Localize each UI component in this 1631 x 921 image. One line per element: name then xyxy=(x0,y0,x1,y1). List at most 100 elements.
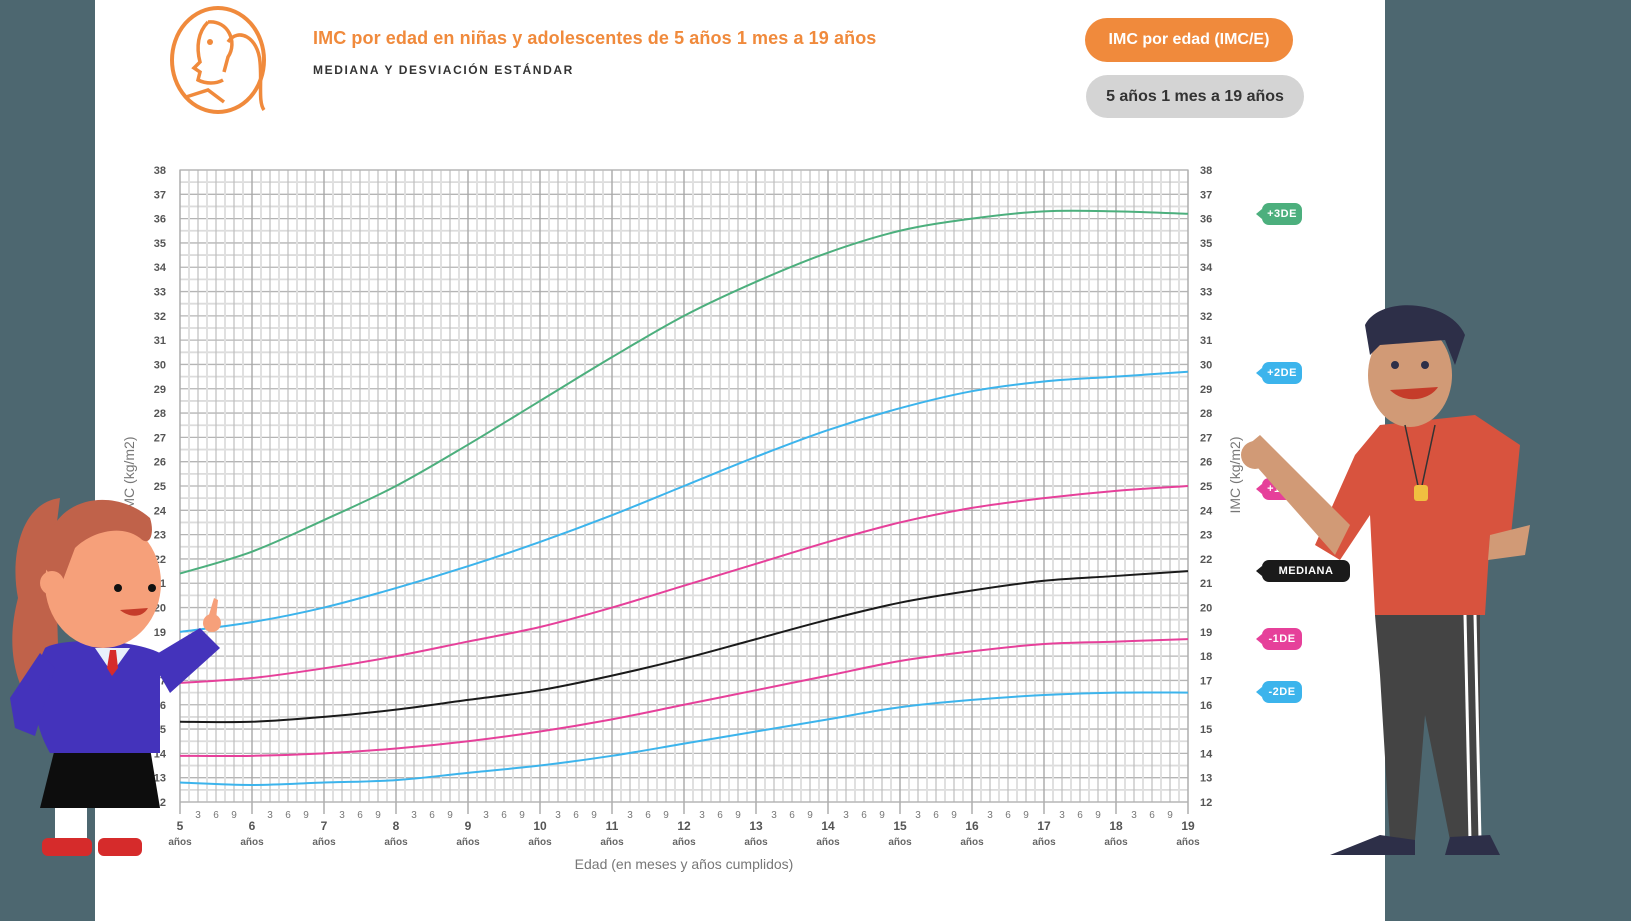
y-tick-right: 34 xyxy=(1200,262,1213,274)
x-tick-month: 3 xyxy=(987,810,993,821)
x-tick-month: 3 xyxy=(843,810,849,821)
x-tick-month: 3 xyxy=(411,810,417,821)
x-tick-month: 3 xyxy=(195,810,201,821)
x-tick-unit: años xyxy=(456,837,480,848)
y-tick-right: 16 xyxy=(1200,700,1212,712)
y-tick-left: 32 xyxy=(154,311,166,323)
x-tick-month: 6 xyxy=(861,810,867,821)
x-tick-month: 6 xyxy=(285,810,291,821)
tag-2de: +2DE xyxy=(1256,362,1302,384)
y-tick-right: 37 xyxy=(1200,189,1212,201)
x-tick-year: 5 xyxy=(177,819,184,833)
x-tick-month: 3 xyxy=(555,810,561,821)
y-axis-label-left: IMC (kg/m2) xyxy=(121,437,137,514)
y-tick-left: 27 xyxy=(154,432,166,444)
y-tick-right: 18 xyxy=(1200,651,1212,663)
x-tick-month: 6 xyxy=(213,810,219,821)
x-tick-month: 9 xyxy=(663,810,669,821)
x-tick-month: 3 xyxy=(339,810,345,821)
y-tick-right: 20 xyxy=(1200,603,1212,615)
y-tick-right: 14 xyxy=(1200,748,1213,760)
y-tick-left: 28 xyxy=(154,408,166,420)
x-tick-unit: años xyxy=(888,837,912,848)
x-tick-month: 3 xyxy=(267,810,273,821)
x-tick-year: 19 xyxy=(1181,819,1195,833)
age-range-badge: 5 años 1 mes a 19 años xyxy=(1086,75,1304,118)
x-tick-month: 9 xyxy=(231,810,237,821)
x-tick-month: 9 xyxy=(375,810,381,821)
tag-2de: -2DE xyxy=(1256,681,1302,703)
x-tick-year: 17 xyxy=(1037,819,1051,833)
x-tick-year: 15 xyxy=(893,819,907,833)
x-tick-month: 6 xyxy=(645,810,651,821)
x-tick-unit: años xyxy=(600,837,624,848)
y-tick-left: 24 xyxy=(154,505,167,517)
y-tick-left: 37 xyxy=(154,189,166,201)
x-tick-month: 9 xyxy=(447,810,453,821)
y-tick-right: 19 xyxy=(1200,627,1212,639)
y-tick-left: 34 xyxy=(154,262,167,274)
y-tick-right: 26 xyxy=(1200,457,1212,469)
x-tick-year: 18 xyxy=(1109,819,1123,833)
y-tick-right: 35 xyxy=(1200,238,1212,250)
x-tick-month: 3 xyxy=(1059,810,1065,821)
y-tick-right: 13 xyxy=(1200,773,1212,785)
y-tick-right: 31 xyxy=(1200,335,1212,347)
x-tick-unit: años xyxy=(384,837,408,848)
y-tick-right: 32 xyxy=(1200,311,1212,323)
y-tick-left: 29 xyxy=(154,384,166,396)
x-tick-unit: años xyxy=(744,837,768,848)
x-tick-month: 6 xyxy=(1149,810,1155,821)
boy-character-illustration xyxy=(1241,305,1530,855)
y-axis-label-right: IMC (kg/m2) xyxy=(1227,437,1243,514)
curve--1de xyxy=(179,485,1189,684)
x-tick-month: 9 xyxy=(1167,810,1173,821)
curve--3de xyxy=(179,209,1189,575)
x-axis-label: Edad (en meses y años cumplidos) xyxy=(575,856,794,872)
y-tick-left: 35 xyxy=(154,238,166,250)
x-tick-month: 9 xyxy=(591,810,597,821)
x-tick-year: 8 xyxy=(393,819,400,833)
tag-mediana: MEDIANA xyxy=(1256,560,1350,582)
indicator-badge: IMC por edad (IMC/E) xyxy=(1085,18,1293,62)
tag-3de: +3DE xyxy=(1256,203,1302,225)
x-tick-month: 6 xyxy=(933,810,939,821)
curve--2de xyxy=(179,370,1189,633)
x-tick-month: 3 xyxy=(771,810,777,821)
x-tick-unit: años xyxy=(312,837,336,848)
y-tick-right: 23 xyxy=(1200,530,1212,542)
x-tick-unit: años xyxy=(168,837,192,848)
curve-mediana xyxy=(179,570,1189,724)
y-tick-right: 38 xyxy=(1200,165,1212,177)
page-subtitle: MEDIANA Y DESVIACIÓN ESTÁNDAR xyxy=(313,63,574,77)
x-tick-year: 16 xyxy=(965,819,979,833)
page-title: IMC por edad en niñas y adolescentes de … xyxy=(313,28,877,48)
x-tick-month: 9 xyxy=(303,810,309,821)
x-tick-year: 11 xyxy=(606,819,619,833)
x-tick-month: 6 xyxy=(1005,810,1011,821)
y-tick-right: 27 xyxy=(1200,432,1212,444)
y-tick-right: 36 xyxy=(1200,214,1212,226)
y-tick-right: 33 xyxy=(1200,287,1212,299)
y-tick-left: 36 xyxy=(154,214,166,226)
x-tick-month: 3 xyxy=(627,810,633,821)
girl-character-illustration xyxy=(10,498,221,856)
y-tick-right: 30 xyxy=(1200,359,1212,371)
x-tick-month: 9 xyxy=(1095,810,1101,821)
y-tick-left: 33 xyxy=(154,287,166,299)
x-tick-unit: años xyxy=(960,837,984,848)
curve--1de xyxy=(179,638,1189,757)
y-tick-right: 29 xyxy=(1200,384,1212,396)
curve--2de xyxy=(179,691,1189,786)
x-tick-unit: años xyxy=(672,837,696,848)
x-tick-year: 12 xyxy=(677,819,691,833)
x-tick-month: 6 xyxy=(573,810,579,821)
x-tick-month: 3 xyxy=(915,810,921,821)
x-tick-unit: años xyxy=(240,837,264,848)
x-tick-month: 9 xyxy=(735,810,741,821)
y-tick-right: 22 xyxy=(1200,554,1212,566)
y-tick-left: 19 xyxy=(154,627,166,639)
x-tick-year: 7 xyxy=(321,819,328,833)
x-tick-month: 6 xyxy=(429,810,435,821)
